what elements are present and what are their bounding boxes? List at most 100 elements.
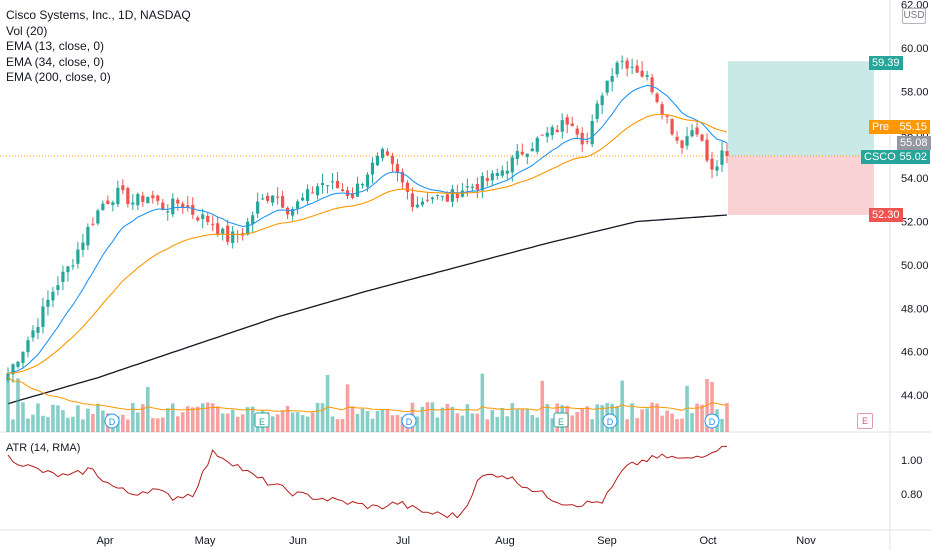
candle-body xyxy=(485,178,489,181)
ema200-legend[interactable]: EMA (200, close, 0) xyxy=(6,70,111,84)
candle-body xyxy=(545,132,549,137)
volume-bar xyxy=(530,414,535,432)
candle-body xyxy=(645,75,649,77)
volume-bar xyxy=(360,408,365,432)
candle-body xyxy=(266,195,270,201)
volume-bar xyxy=(295,412,300,432)
candle-body xyxy=(181,203,185,208)
candle-body xyxy=(425,199,430,201)
volume-bar xyxy=(91,414,95,432)
y-tick-label: 58.00 xyxy=(901,86,929,98)
candle-body xyxy=(695,127,699,135)
candle-body xyxy=(106,200,110,205)
candle-body xyxy=(261,198,265,200)
volume-bar xyxy=(330,416,335,432)
volume-bar xyxy=(705,379,709,432)
volume-bar xyxy=(141,404,145,432)
dividend-marker xyxy=(704,413,720,429)
candle-body xyxy=(271,195,275,203)
volume-bar xyxy=(440,407,445,432)
candle-body xyxy=(196,217,200,221)
candle-body xyxy=(305,189,310,201)
candle-body xyxy=(610,75,614,82)
vol-legend[interactable]: Vol (20) xyxy=(6,23,48,38)
volume-bar xyxy=(210,403,215,432)
candle-body xyxy=(670,118,674,135)
candle-body xyxy=(256,201,260,214)
volume-bar xyxy=(375,410,380,432)
currency-badge[interactable]: USD xyxy=(902,8,926,24)
candle-body xyxy=(360,184,365,186)
candle-body xyxy=(650,77,654,93)
candle-body xyxy=(680,140,684,148)
symbol-title[interactable]: Cisco Systems, Inc., 1D, NASDAQ xyxy=(6,8,191,22)
candle-body xyxy=(231,231,235,243)
atr-legend[interactable]: ATR (14, RMA) xyxy=(6,442,81,454)
y-tick-label: 52.00 xyxy=(901,217,929,229)
candle-body xyxy=(151,195,155,199)
candle-body xyxy=(340,189,345,192)
volume-bar xyxy=(630,403,634,432)
volume-bar xyxy=(26,418,30,432)
volume-bar xyxy=(290,412,295,432)
volume-bar xyxy=(670,413,674,432)
volume-bar xyxy=(535,417,540,432)
volume-ma-line xyxy=(7,376,728,413)
volume-bar xyxy=(215,406,220,432)
volume-bar xyxy=(380,409,385,432)
candle-body xyxy=(520,151,524,155)
candle-body xyxy=(295,201,300,209)
volume-bar xyxy=(680,418,684,432)
volume-bar xyxy=(345,384,350,432)
candle-body xyxy=(455,192,459,199)
volume-bar xyxy=(160,417,165,432)
volume-bar xyxy=(36,403,40,432)
y-tick-label: 50.00 xyxy=(901,260,929,272)
volume-bar xyxy=(645,408,649,432)
volume-bar xyxy=(620,380,624,432)
candle-body xyxy=(186,205,190,208)
dividend-marker-label: D xyxy=(109,417,116,427)
candle-body xyxy=(685,136,689,146)
dividend-marker xyxy=(401,413,417,429)
candle-body xyxy=(66,266,70,273)
volume-bar xyxy=(315,402,320,432)
volume-bar xyxy=(435,417,440,432)
volume-bar xyxy=(470,413,475,432)
chart-legend: Cisco Systems, Inc., 1D, NASDAQ Vol (20)… xyxy=(6,8,191,86)
volume-bar xyxy=(575,412,580,432)
candle-body xyxy=(600,95,604,106)
candle-body xyxy=(550,127,554,136)
volume-bar xyxy=(86,408,90,432)
candle-body xyxy=(216,223,220,235)
volume-bar xyxy=(300,415,305,432)
candle-body xyxy=(475,184,479,190)
volume-bar xyxy=(665,410,669,432)
earnings-future-marker[interactable]: E xyxy=(857,413,873,429)
volume-bar xyxy=(21,402,25,432)
volume-bar xyxy=(185,406,190,432)
candle-body xyxy=(96,210,100,224)
volume-bar xyxy=(450,406,455,432)
volume-bar xyxy=(230,409,235,432)
candle-body xyxy=(605,80,609,93)
candle-body xyxy=(131,202,135,205)
x-tick-label: Oct xyxy=(699,535,716,547)
y-tick-label: 54.00 xyxy=(901,173,929,185)
volume-bar xyxy=(505,416,510,432)
x-tick-label: Aug xyxy=(495,535,515,547)
candle-body xyxy=(16,361,20,367)
volume-bar xyxy=(635,418,639,432)
candle-body xyxy=(405,182,410,192)
volume-bar xyxy=(66,417,70,432)
candle-body xyxy=(595,103,599,120)
volume-bar xyxy=(690,413,694,432)
volume-bar xyxy=(365,410,370,432)
candle-body xyxy=(355,183,360,197)
dividend-marker-label: D xyxy=(607,417,614,427)
ema34-legend[interactable]: EMA (34, close, 0) xyxy=(6,54,105,69)
ema13-legend[interactable]: EMA (13, close, 0) xyxy=(6,39,105,53)
volume-bar xyxy=(136,412,140,432)
candle-body xyxy=(420,201,425,205)
